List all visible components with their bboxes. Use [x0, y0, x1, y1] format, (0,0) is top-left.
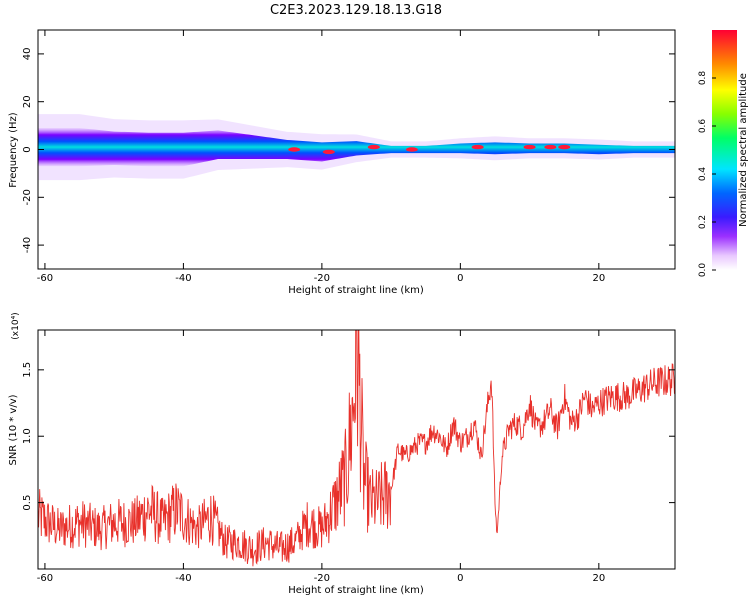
snr-frame [37, 329, 676, 570]
x-tick-label: 20 [592, 573, 605, 584]
colorbar-tick-label: 0.0 [698, 263, 708, 278]
y-tick-label: -20 [22, 189, 33, 205]
band-peak [544, 144, 557, 150]
snr-y-label: SNR (10 * v/v) [8, 394, 19, 465]
band-peak [523, 144, 536, 150]
spectrogram-y-axis: -40 -20 0 20 40 [22, 48, 675, 253]
y-tick-label: -40 [22, 237, 33, 253]
band-peak [405, 147, 418, 152]
colorbar-tick-label: 0.6 [698, 119, 708, 134]
colorbar-axis: 0.0 0.2 0.4 0.6 0.8 [698, 71, 716, 278]
snr-x-label: Height of straight line (km) [288, 585, 424, 596]
snr-y-scale-label: (x10⁴) [11, 312, 21, 339]
x-tick-label: -20 [314, 573, 330, 584]
colorbar-tick-label: 0.4 [698, 167, 708, 182]
y-tick-label: 40 [22, 48, 33, 61]
colorbar-tick-label: 0.8 [698, 71, 708, 86]
band-peak [322, 149, 335, 155]
x-tick-label: -60 [37, 273, 53, 284]
colorbar: 0.0 0.2 0.4 0.6 0.8 Normalized spectral ampl… [698, 30, 749, 277]
chart-title: C2E3.2023.129.18.13.G18 [270, 3, 442, 18]
x-tick-label: 0 [457, 573, 463, 584]
snr-panel: -60 -40 -20 0 20 0.5 1.0 1.5 Height of straigh… [8, 312, 676, 596]
y-tick-label: 1.5 [22, 362, 33, 378]
band-peak [558, 144, 571, 150]
spectrogram-x-axis: -60 -40 -20 0 20 [37, 30, 605, 284]
x-tick-label: -20 [314, 273, 330, 284]
spectrogram-x-label: Height of straight line (km) [288, 285, 424, 296]
colorbar-gradient [712, 30, 737, 270]
spectrogram-band [38, 114, 675, 181]
band-peak [367, 144, 380, 150]
colorbar-tick-label: 0.2 [698, 215, 708, 229]
x-tick-label: -40 [175, 273, 191, 284]
y-tick-label: 20 [22, 95, 33, 108]
band-peak [288, 147, 301, 152]
y-tick-label: 0.5 [22, 495, 33, 511]
y-tick-label: 1.0 [22, 428, 33, 444]
snr-x-axis: -60 -40 -20 0 20 [37, 330, 605, 584]
snr-series-line [38, 330, 675, 567]
spectrogram-y-label: Frequency (Hz) [8, 112, 19, 188]
band-body [38, 127, 675, 167]
x-tick-label: 20 [592, 273, 605, 284]
band-peak [471, 144, 484, 150]
colorbar-label: Normalized spectral amplitude [738, 73, 749, 227]
snr-y-axis: 0.5 1.0 1.5 [22, 362, 675, 511]
x-tick-label: -40 [175, 573, 191, 584]
y-tick-label: 0 [22, 146, 33, 152]
spectrogram-panel: -60 -40 -20 0 20 -40 -20 0 20 40 Height of strai… [8, 29, 676, 296]
x-tick-label: -60 [37, 573, 53, 584]
x-tick-label: 0 [457, 273, 463, 284]
